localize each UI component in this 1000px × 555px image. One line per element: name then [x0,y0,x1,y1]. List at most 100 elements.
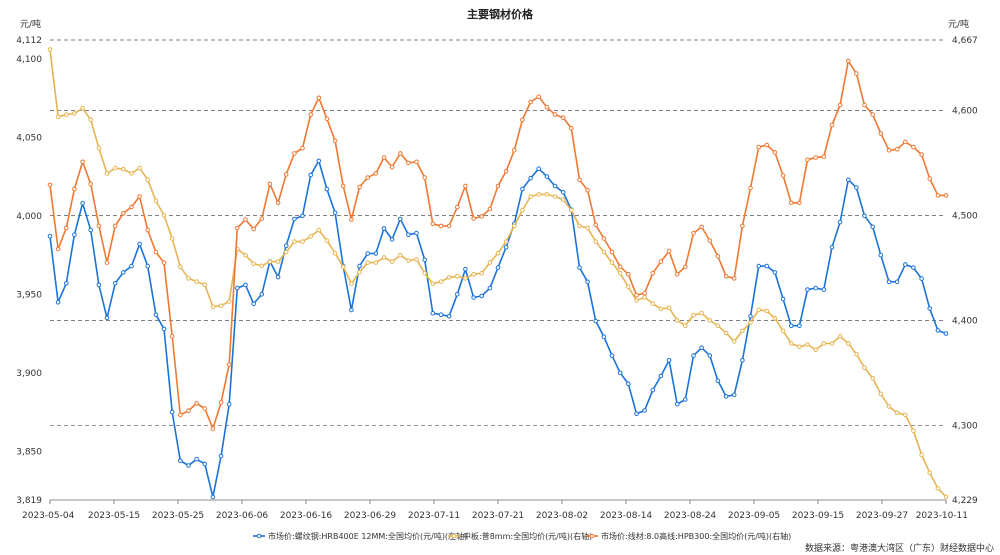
data-point [381,155,387,160]
data-point [64,225,69,231]
data-point [308,234,314,239]
data-point [178,458,183,464]
data-point [47,233,53,239]
data-point [829,244,835,250]
data-point [528,194,533,199]
data-point [805,287,810,292]
data-point [161,213,167,218]
data-point [870,375,876,381]
data-point [80,106,85,111]
data-point [88,117,93,123]
data-point [723,274,729,279]
data-point [707,318,713,323]
data-point [414,257,419,262]
data-point [601,249,607,255]
data-point [617,370,623,376]
data-point [283,243,289,248]
data-point [389,259,395,264]
data-point [47,182,53,188]
x-tick-label: 2023-08-14 [600,511,653,521]
data-point [821,341,827,346]
data-point [919,152,924,157]
x-tick-label: 2023-09-15 [792,511,844,521]
data-point [723,330,729,336]
data-point [609,260,615,265]
left-tick-label: 4,100 [16,55,42,65]
data-point [194,279,199,284]
data-point [846,341,851,346]
data-point [585,225,590,231]
data-point [846,177,851,182]
series-line [49,158,947,498]
data-point [340,183,346,189]
data-point [381,255,387,260]
data-point [324,186,330,192]
data-point [503,169,509,174]
data-point [430,221,436,227]
x-tick-label: 2023-07-11 [408,511,460,521]
data-point [520,207,525,213]
data-point [218,303,224,309]
data-point [243,217,248,222]
data-point [846,58,851,64]
data-point [658,373,664,379]
x-tick-label: 2023-05-04 [22,511,75,521]
data-point [446,223,452,229]
data-point [406,232,411,237]
data-point [927,306,933,311]
x-tick-label: 2023-05-25 [152,511,204,521]
data-point [593,239,599,244]
data-point [324,238,330,243]
left-tick-label: 4,112 [16,36,42,46]
data-point [72,111,77,116]
series-line [49,58,946,431]
data-point [544,174,550,179]
chart-title: 主要钢材价格 [467,7,534,21]
data-point [911,428,916,434]
data-point [821,154,827,159]
data-point [324,116,330,122]
data-point [161,326,167,332]
data-point [210,494,216,500]
data-point [88,227,93,233]
data-point [577,223,582,229]
data-point [626,284,631,290]
data-point [153,198,159,203]
data-point [585,279,590,285]
data-point [552,112,558,117]
data-point [389,237,395,242]
data-point [455,292,460,297]
data-point [756,263,762,269]
right-tick-label: 4,600 [952,106,978,116]
data-point [479,293,485,299]
data-point [292,239,297,244]
data-point [495,265,501,270]
data-point [764,263,770,269]
legend-label: 市场价:线材:8.0高线:HPB300:全国均价(元/吨)(右轴) [601,531,791,541]
data-point [349,217,354,222]
data-point [829,341,835,346]
data-point [731,339,737,344]
data-point [121,270,126,275]
data-point [487,260,493,265]
data-point [80,201,85,206]
series-3 [47,58,949,431]
series-layer [47,47,949,500]
data-point [446,275,452,280]
data-point [259,263,265,269]
data-point [316,158,322,164]
data-point [650,301,656,306]
series-1 [47,158,949,500]
data-point [886,148,892,153]
data-point [316,95,322,101]
left-tick-label: 3,950 [16,290,42,300]
x-tick-label: 2023-05-15 [88,511,140,521]
data-point [854,351,859,357]
data-point [373,251,379,256]
data-point [438,312,444,318]
data-point [145,263,150,269]
data-point [699,310,704,316]
data-point [878,131,884,136]
data-point [186,276,191,281]
